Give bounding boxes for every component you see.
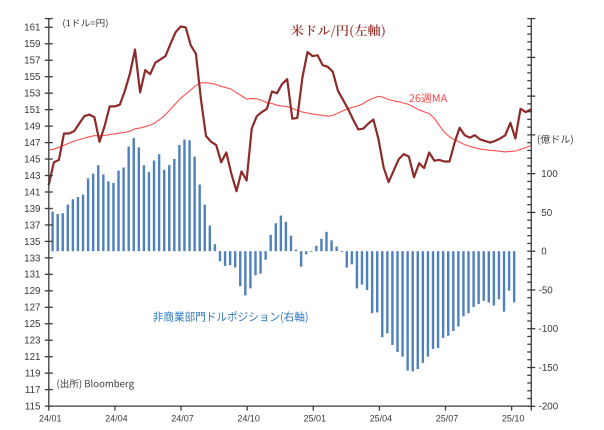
- svg-text:115: 115: [25, 402, 41, 413]
- svg-text:-50: -50: [539, 285, 554, 296]
- svg-text:25/10: 25/10: [502, 414, 525, 424]
- svg-text:153: 153: [24, 89, 41, 100]
- svg-text:151: 151: [24, 105, 40, 116]
- svg-text:0: 0: [541, 247, 547, 258]
- svg-text:24/07: 24/07: [171, 414, 194, 424]
- svg-text:121: 121: [24, 352, 40, 363]
- svg-text:157: 157: [24, 56, 40, 67]
- svg-text:117: 117: [25, 385, 41, 396]
- svg-text:25/04: 25/04: [370, 414, 393, 424]
- svg-text:137: 137: [24, 220, 40, 231]
- svg-text:149: 149: [24, 122, 40, 133]
- svg-text:24/04: 24/04: [105, 414, 128, 424]
- svg-text:135: 135: [24, 237, 41, 248]
- svg-text:159: 159: [24, 39, 40, 50]
- svg-text:100: 100: [541, 169, 558, 180]
- svg-text:24/10: 24/10: [237, 414, 260, 424]
- svg-text:139: 139: [24, 204, 40, 215]
- svg-text:50: 50: [541, 208, 552, 219]
- svg-text:147: 147: [24, 138, 40, 149]
- svg-text:25/07: 25/07: [436, 414, 459, 424]
- svg-text:145: 145: [24, 154, 41, 165]
- svg-text:161: 161: [24, 23, 40, 34]
- svg-text:125: 125: [24, 319, 41, 330]
- svg-text:-100: -100: [539, 324, 559, 335]
- svg-text:141: 141: [24, 187, 40, 198]
- svg-text:123: 123: [24, 336, 41, 347]
- svg-text:25/01: 25/01: [304, 414, 327, 424]
- svg-text:24/01: 24/01: [39, 414, 62, 424]
- svg-text:131: 131: [24, 270, 40, 281]
- svg-text:119: 119: [25, 369, 41, 380]
- svg-text:133: 133: [24, 253, 41, 264]
- svg-text:155: 155: [24, 72, 41, 83]
- svg-text:143: 143: [24, 171, 41, 182]
- svg-text:129: 129: [24, 286, 40, 297]
- svg-text:-150: -150: [539, 363, 559, 374]
- svg-text:127: 127: [24, 303, 40, 314]
- svg-text:-200: -200: [539, 402, 559, 413]
